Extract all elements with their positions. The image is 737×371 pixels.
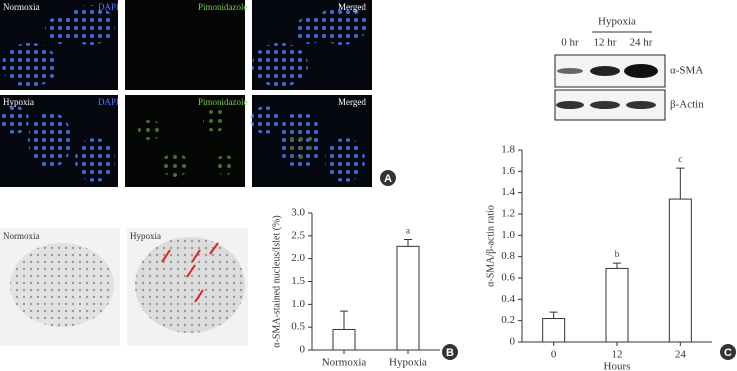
annotation: a (406, 226, 410, 236)
panel-badge (442, 344, 458, 360)
lane-label: 24 hr (630, 37, 653, 49)
y-tick-label: 1.2 (501, 208, 515, 220)
bar (605, 267, 629, 343)
lane-label: 0 hr (561, 37, 579, 49)
label: Merged (338, 2, 366, 12)
label: Normoxia (3, 2, 40, 12)
panel-letter: A (384, 173, 392, 185)
bar (668, 198, 692, 343)
error-bar (676, 167, 685, 200)
x-tick-label: 0 (551, 349, 557, 361)
panel-letter: C (724, 347, 732, 359)
y-tick-label: 0 (510, 336, 516, 348)
blot-row: α-SMA (670, 65, 703, 77)
y-axis-label: α-SMA/β-actin ratio (485, 205, 496, 287)
y-axis-label: α-SMA-stained nucleus/Islet (%) (271, 215, 282, 347)
label: DAPI (98, 97, 119, 107)
y-tick-label: 0.2 (501, 314, 515, 326)
blot-row: β-Actin (670, 99, 704, 111)
western-blot: Hypoxia 0 hr 12 hr 24 hr α-SMA β-Actin (554, 16, 704, 121)
bar (396, 245, 420, 351)
error-bar (613, 262, 621, 269)
ihc-images: Normoxia Hypoxia (0, 228, 248, 346)
y-tick-label: 1.6 (501, 165, 515, 177)
error-bar (549, 311, 558, 319)
error-bar (340, 310, 348, 330)
error-bar (404, 238, 412, 247)
y-tick-label: 1.4 (501, 186, 515, 198)
micrographs: Normoxia DAPI Pimonidazole Merged Hypoxi… (0, 0, 396, 187)
blot-group: Hypoxia (598, 16, 636, 28)
label: Hypoxia (3, 97, 34, 107)
label: Pimonidazole (198, 2, 248, 12)
y-tick-label: 1.0 (291, 298, 305, 310)
y-tick-label: 0.5 (291, 321, 305, 333)
y-tick-label: 1.8 (501, 144, 515, 156)
y-tick-label: 3.0 (291, 207, 305, 219)
y-tick-label: 2.5 (291, 229, 305, 241)
y-tick-label: 2.0 (291, 252, 305, 264)
bar (332, 328, 356, 351)
bar (542, 318, 566, 343)
label: Hypoxia (130, 231, 161, 241)
y-tick-label: 1.5 (291, 275, 305, 287)
x-tick-label: 24 (675, 349, 687, 361)
annotation: b (615, 249, 620, 259)
x-tick-label: 12 (612, 349, 623, 361)
y-tick-label: 0 (300, 344, 306, 356)
x-axis-label: Hours (604, 361, 631, 371)
x-tick-label: Normoxia (322, 357, 367, 369)
lane-label: 12 hr (594, 37, 617, 49)
annotation: c (678, 154, 682, 164)
label: Normoxia (3, 231, 40, 241)
panel-badge (720, 344, 736, 360)
x-tick-label: Hypoxia (389, 357, 427, 369)
label: Merged (338, 97, 366, 107)
panel-letter: B (446, 347, 454, 359)
y-tick-label: 1.0 (501, 229, 515, 241)
y-tick-label: 0.6 (501, 272, 515, 284)
label: DAPI (98, 2, 119, 12)
y-tick-label: 0.4 (501, 293, 515, 305)
y-tick-label: 0.8 (501, 250, 515, 262)
label: Pimonidazole (198, 97, 248, 107)
